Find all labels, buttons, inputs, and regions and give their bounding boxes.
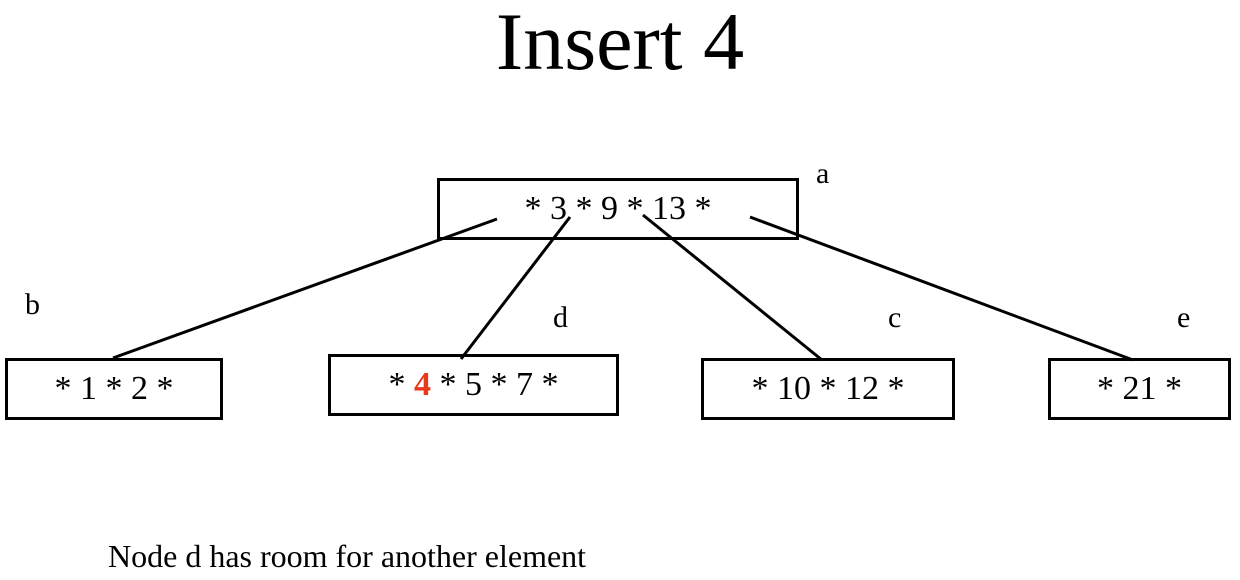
node-a-keys: * 3 * 9 * 13 * xyxy=(524,190,712,227)
node-b: * 1 * 2 * xyxy=(5,358,223,420)
node-a: * 3 * 9 * 13 * xyxy=(437,178,799,240)
node-b-keys: * 1 * 2 * xyxy=(54,370,174,407)
node-a-label: a xyxy=(816,157,830,190)
node-b-label: b xyxy=(25,288,40,321)
node-c: * 10 * 12 * xyxy=(701,358,955,420)
edge-a-d xyxy=(459,216,572,360)
node-d-keys: * 4 * 5 * 7 * xyxy=(389,366,559,404)
inserted-key: 4 xyxy=(414,366,431,403)
node-e-label: e xyxy=(1177,301,1191,334)
node-e-keys: * 21 * xyxy=(1097,370,1182,407)
node-c-label: c xyxy=(888,301,902,334)
node-d-keys-after: * 5 * 7 * xyxy=(431,366,559,403)
node-c-keys: * 10 * 12 * xyxy=(751,370,905,407)
edge-a-b xyxy=(112,217,498,360)
page-title: Insert 4 xyxy=(495,0,745,87)
edge-a-e xyxy=(749,215,1134,362)
node-e: * 21 * xyxy=(1048,358,1231,420)
node-d-keys-before: * xyxy=(388,366,414,403)
node-d: * 4 * 5 * 7 * xyxy=(328,354,619,416)
caption: Node d has room for another element xyxy=(108,538,587,574)
node-d-label: d xyxy=(553,301,568,334)
